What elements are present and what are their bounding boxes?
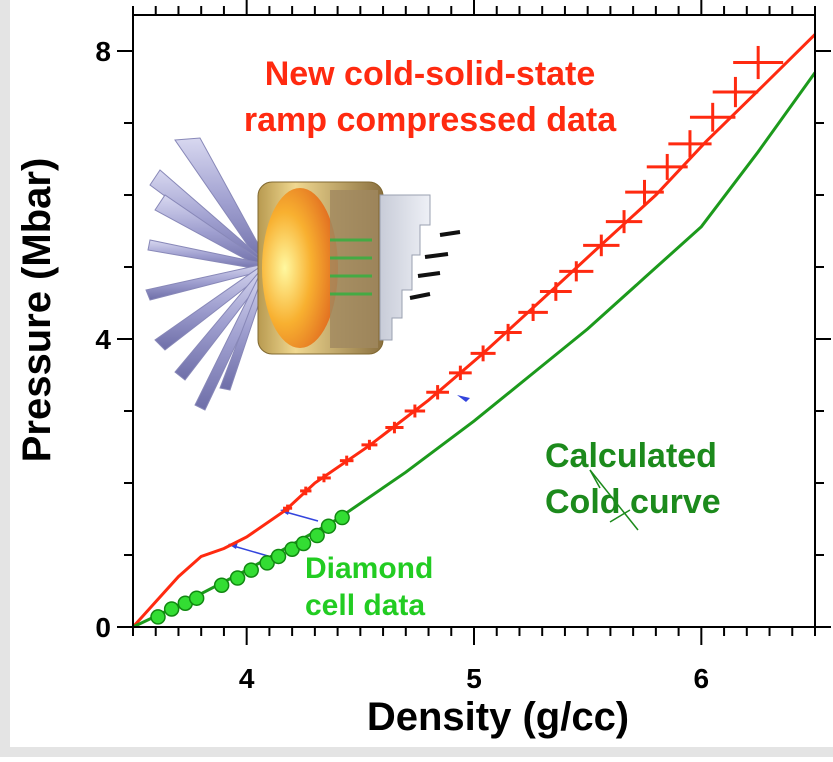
y-tick-label: 8 — [95, 36, 111, 67]
x-tick-label: 4 — [239, 663, 255, 694]
chart: 4 5 6 0 4 8 Density (g/cc) Pressure (Mbar) Ne… — [0, 0, 833, 757]
annotation: cell data — [305, 589, 425, 622]
data-point — [231, 571, 245, 585]
x-tick-label: 5 — [466, 663, 482, 694]
annotation: Cold curve — [545, 483, 721, 521]
data-point — [297, 536, 311, 550]
data-point — [310, 529, 324, 543]
y-tick-label: 0 — [95, 612, 111, 643]
y-axis-label: Pressure (Mbar) — [15, 158, 59, 463]
x-tick-label: 6 — [694, 663, 710, 694]
page: 4 5 6 0 4 8 Density (g/cc) Pressure (Mbar) Ne… — [0, 0, 833, 762]
x-axis-label: Density (g/cc) — [367, 695, 629, 739]
data-point — [322, 519, 336, 533]
annotation: ramp compressed data — [244, 101, 617, 139]
data-point — [215, 578, 229, 592]
data-point — [151, 610, 165, 624]
y-tick-label: 4 — [95, 324, 111, 355]
annotation: Calculated — [545, 437, 717, 475]
data-point — [244, 563, 258, 577]
data-point — [165, 602, 179, 616]
annotation: Diamond — [305, 552, 433, 585]
data-point — [190, 591, 204, 605]
data-point — [335, 511, 349, 525]
annotation: New cold-solid-state — [265, 55, 596, 93]
data-point — [271, 549, 285, 563]
